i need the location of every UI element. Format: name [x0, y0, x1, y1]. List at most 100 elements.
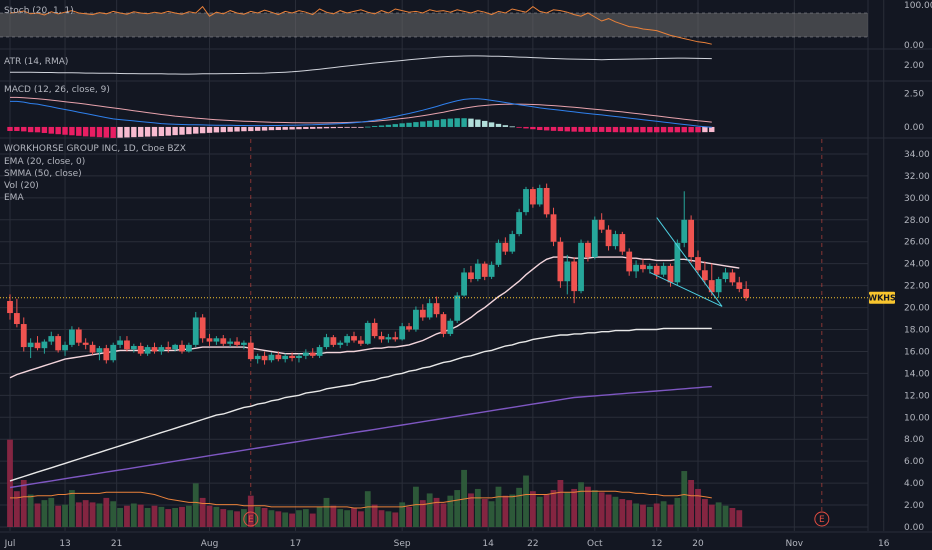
- macd-histogram-bar: [248, 126, 254, 132]
- macd-histogram-bar: [27, 126, 34, 133]
- macd-histogram-bar: [640, 126, 646, 133]
- price-axis-label: 24.00: [904, 260, 930, 270]
- candle-body: [296, 355, 302, 359]
- candle-body: [144, 347, 151, 354]
- macd-histogram-bar: [254, 126, 261, 131]
- volume-bar: [185, 505, 192, 527]
- volume-bar: [626, 500, 633, 527]
- volume-bar: [316, 506, 323, 527]
- macd-histogram-bar: [103, 126, 110, 138]
- macd-histogram-bar: [110, 126, 116, 138]
- volume-bar: [516, 487, 523, 527]
- x-axis-tick-label: 12: [651, 539, 662, 549]
- price-axis-label: 34.00: [904, 150, 930, 160]
- earnings-marker-circle: [243, 511, 259, 527]
- candle-body: [667, 265, 674, 283]
- macd-histogram-bar: [158, 126, 165, 137]
- candle-body: [385, 337, 392, 340]
- x-axis-tick-label: Jul: [4, 539, 16, 549]
- price-axis-label: 0.00: [904, 523, 924, 533]
- candle-body: [316, 347, 323, 356]
- price-tag-box: [869, 291, 895, 304]
- candle-body: [309, 352, 316, 356]
- candle-body: [612, 234, 619, 247]
- macd-histogram-bar: [234, 126, 240, 132]
- candle-body: [89, 344, 96, 353]
- price-tag-label: WKHS: [868, 294, 896, 303]
- volume-bar: [268, 510, 275, 527]
- price-axis-label: 6.00: [904, 457, 924, 467]
- macd-histogram-bar: [399, 123, 405, 127]
- candle-body: [158, 347, 165, 352]
- candle-body: [591, 219, 598, 258]
- macd-histogram-bar: [454, 118, 460, 127]
- candle-body: [461, 272, 467, 296]
- macd-histogram-bar: [268, 126, 275, 131]
- macd-axis-label: 2.50: [904, 89, 924, 99]
- candle-body: [619, 234, 626, 252]
- candle-body: [41, 341, 48, 349]
- macd-histogram-bar: [220, 126, 226, 133]
- macd-histogram-bar: [206, 126, 213, 133]
- volume-bar: [220, 509, 227, 527]
- candle-body: [419, 309, 426, 318]
- macd-histogram-bar: [124, 126, 130, 138]
- macd-histogram-bar: [413, 122, 419, 127]
- macd-histogram-bar: [351, 126, 357, 128]
- candle-body: [406, 326, 412, 330]
- candle-body: [34, 342, 41, 349]
- volume-bar: [481, 499, 488, 527]
- candle-body: [323, 337, 330, 348]
- candle-body: [447, 320, 454, 334]
- macd-histogram-bar: [186, 126, 192, 135]
- volume-bar: [419, 500, 426, 527]
- candle-body: [151, 347, 158, 352]
- wedge-lower-line: [649, 272, 723, 307]
- volume-bar: [640, 504, 646, 527]
- candle-body: [20, 324, 27, 348]
- volume-bar: [667, 504, 674, 527]
- candle-body: [413, 309, 419, 330]
- volume-bar: [7, 439, 13, 527]
- macd-histogram-bar: [688, 126, 694, 133]
- candle-body: [523, 189, 529, 213]
- candle-body: [454, 295, 461, 321]
- volume-bar: [550, 490, 557, 527]
- candle-body: [481, 263, 488, 277]
- price-axis-label: 20.00: [904, 304, 930, 314]
- macd-histogram-bar: [199, 126, 206, 134]
- macd-histogram-bar: [117, 126, 123, 138]
- candle-body: [564, 261, 571, 282]
- macd-histogram-bar: [7, 126, 13, 131]
- volume-bar: [564, 492, 571, 527]
- macd-histogram-bar: [654, 126, 660, 133]
- candle-body: [399, 326, 406, 340]
- candle-body: [543, 187, 550, 215]
- volume-bar: [426, 493, 433, 527]
- macd-histogram-bar: [296, 126, 302, 130]
- volume-bar: [447, 495, 454, 527]
- price-axis-label: 30.00: [904, 194, 930, 204]
- volume-bar: [130, 503, 137, 527]
- volume-bar: [20, 479, 27, 527]
- x-axis-tick-label: 13: [59, 539, 70, 549]
- macd-histogram-bar: [585, 126, 591, 132]
- macd-histogram-bar: [323, 126, 330, 129]
- volume-bar: [27, 494, 34, 527]
- volume-bar: [578, 482, 584, 527]
- volume-bar: [110, 501, 117, 527]
- candle-body: [371, 322, 378, 337]
- candle-body: [199, 317, 206, 339]
- macd-histogram-bar: [482, 120, 488, 127]
- candle-body: [653, 265, 660, 275]
- candle-body: [557, 241, 564, 282]
- macd-histogram-bar: [34, 126, 41, 133]
- volume-bar: [646, 506, 653, 527]
- x-axis-tick-label: 16: [878, 539, 890, 549]
- macd-histogram-bar: [550, 126, 557, 131]
- candle-body: [289, 355, 295, 359]
- macd-histogram-bar: [571, 126, 577, 132]
- macd-histogram-bar: [21, 126, 27, 132]
- x-axis-tick-label: Nov: [786, 539, 804, 549]
